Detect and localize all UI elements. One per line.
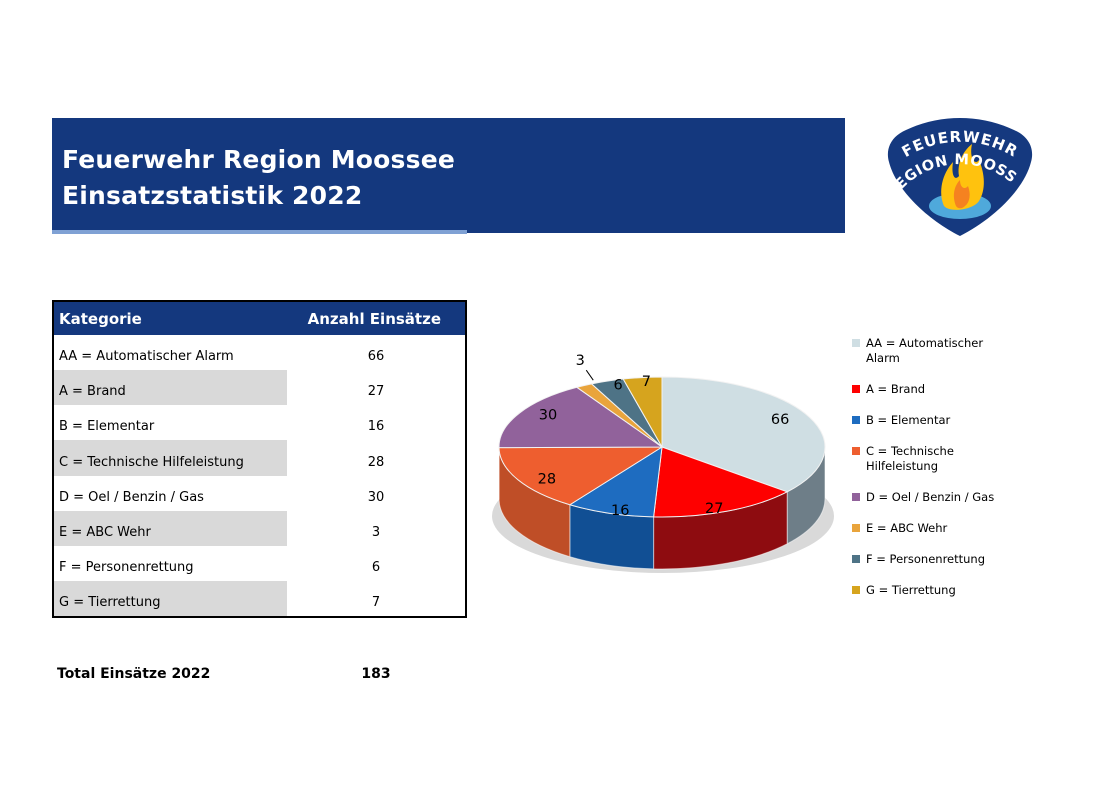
logo-flame-inner-icon bbox=[953, 180, 970, 209]
row-value: 27 bbox=[367, 384, 385, 400]
legend-item: A = Brand bbox=[852, 382, 1010, 397]
total-label: Total Einsätze 2022 bbox=[57, 666, 211, 682]
pie-data-label: 30 bbox=[539, 408, 557, 424]
row-label: C = Technische Hilfeleistung bbox=[54, 440, 287, 476]
legend-item: D = Oel / Benzin / Gas bbox=[852, 490, 1010, 505]
chart-legend: AA = Automatischer Alarm A = Brand B = Ele… bbox=[852, 336, 1010, 614]
stats-table-body: AA = Automatischer Alarm 66 A = Brand 27 B =… bbox=[54, 335, 465, 616]
legend-swatch bbox=[852, 447, 860, 455]
pie-slice bbox=[498, 446, 664, 506]
row-label: F = Personenrettung bbox=[59, 559, 194, 575]
column-header-kategorie: Kategorie bbox=[59, 309, 142, 328]
row-label: B = Elementar bbox=[59, 419, 155, 435]
table-row: C = Technische Hilfeleistung 28 bbox=[54, 440, 465, 476]
pie-data-label: 16 bbox=[611, 503, 629, 519]
pie-data-label: 6 bbox=[613, 377, 622, 393]
legend-item: G = Tierrettung bbox=[852, 583, 1010, 598]
legend-label: E = ABC Wehr bbox=[866, 521, 948, 535]
legend-swatch bbox=[852, 555, 860, 563]
page-title-line2: Einsatzstatistik 2022 bbox=[62, 181, 363, 210]
row-label: G = Tierrettung bbox=[54, 580, 287, 616]
row-value: 6 bbox=[371, 559, 381, 575]
legend-label: A = Brand bbox=[866, 382, 926, 396]
row-label: A = Brand bbox=[54, 370, 287, 406]
legend-label: G = Tierrettung bbox=[866, 583, 956, 597]
legend-swatch bbox=[852, 493, 860, 501]
pie-slice bbox=[622, 376, 663, 449]
table-row: D = Oel / Benzin / Gas 30 bbox=[54, 476, 465, 511]
pie-data-label: 27 bbox=[705, 501, 723, 517]
row-value: 7 bbox=[371, 595, 381, 610]
row-value: 66 bbox=[367, 349, 385, 365]
table-row: G = Tierrettung 7 bbox=[54, 580, 465, 616]
legend-swatch bbox=[852, 385, 860, 393]
logo-flame-icon bbox=[941, 144, 984, 210]
page-title-line1: Feuerwehr Region Moossee bbox=[62, 145, 456, 174]
header-banner bbox=[52, 118, 845, 230]
pie-label-leader-line bbox=[585, 369, 594, 381]
pie-slice bbox=[568, 446, 663, 518]
stats-table: Kategorie Anzahl Einsätze AA = Automatis… bbox=[52, 300, 467, 618]
row-label: D = Oel / Benzin / Gas bbox=[59, 489, 204, 505]
total-value: 183 bbox=[361, 666, 391, 682]
legend-label: F = Personenrettung bbox=[866, 552, 986, 566]
pie-data-label: 66 bbox=[771, 412, 789, 428]
pie-slice bbox=[653, 446, 789, 518]
legend-item: C = Technische Hilfeleistung bbox=[852, 444, 1010, 474]
row-label: E = ABC Wehr bbox=[54, 510, 287, 546]
row-value: 30 bbox=[367, 489, 385, 505]
legend-item: E = ABC Wehr bbox=[852, 521, 1010, 536]
table-row: B = Elementar 16 bbox=[54, 405, 465, 440]
row-value: 28 bbox=[367, 454, 385, 470]
row-value: 3 bbox=[371, 524, 381, 540]
pie-slice bbox=[498, 386, 664, 449]
stats-table-header: Kategorie Anzahl Einsätze bbox=[54, 302, 465, 335]
legend-item: F = Personenrettung bbox=[852, 552, 1010, 567]
row-value: 16 bbox=[367, 419, 385, 435]
pie-chart: 66 27 16 28 30 3 6 7 bbox=[492, 353, 834, 573]
legend-label: C = Technische Hilfeleistung bbox=[866, 444, 954, 473]
legend-label: B = Elementar bbox=[866, 413, 951, 427]
row-label: AA = Automatischer Alarm bbox=[59, 349, 234, 365]
legend-swatch bbox=[852, 524, 860, 532]
legend-label: D = Oel / Benzin / Gas bbox=[866, 490, 995, 504]
page-title: Feuerwehr Region Moossee Einsatzstatisti… bbox=[62, 142, 455, 214]
pie-data-label: 28 bbox=[538, 471, 556, 487]
table-row: E = ABC Wehr 3 bbox=[54, 510, 465, 546]
pie-data-label: 7 bbox=[642, 374, 651, 390]
legend-swatch bbox=[852, 416, 860, 424]
pie-data-label: 3 bbox=[576, 353, 585, 369]
legend-swatch bbox=[852, 586, 860, 594]
header-banner-underline bbox=[52, 230, 467, 234]
legend-swatch bbox=[852, 339, 860, 347]
total-row: Total Einsätze 2022 183 bbox=[52, 666, 467, 682]
table-row: AA = Automatischer Alarm 66 bbox=[54, 335, 465, 370]
table-row: A = Brand 27 bbox=[54, 370, 465, 406]
pie-slice bbox=[661, 376, 826, 493]
legend-label: AA = Automatischer Alarm bbox=[866, 336, 984, 365]
table-row: F = Personenrettung 6 bbox=[54, 546, 465, 581]
legend-item: B = Elementar bbox=[852, 413, 1010, 428]
column-header-anzahl: Anzahl Einsätze bbox=[307, 309, 441, 328]
legend-item: AA = Automatischer Alarm bbox=[852, 336, 1010, 366]
